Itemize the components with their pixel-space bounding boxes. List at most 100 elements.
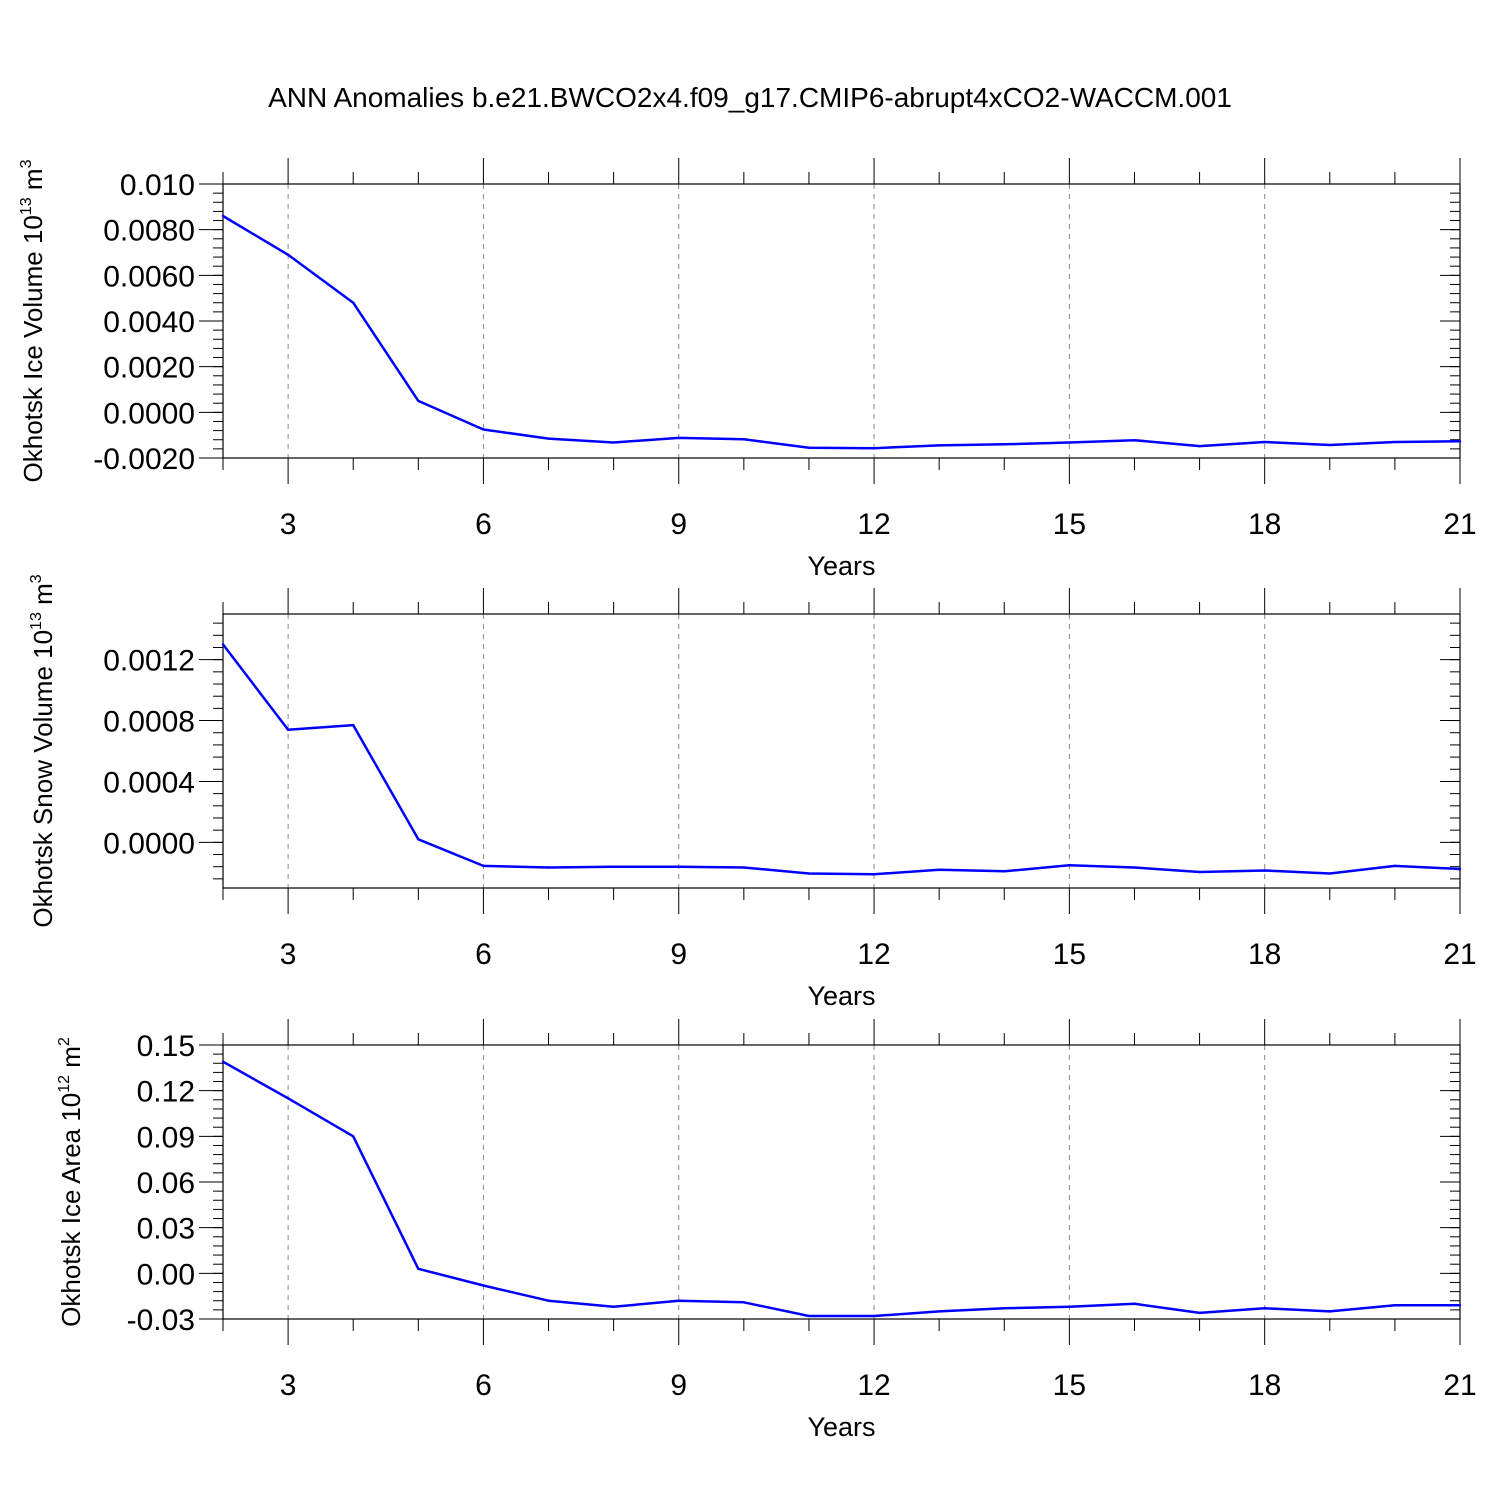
plot-frame xyxy=(222,1044,1461,1320)
y-tick-label: 0.06 xyxy=(137,1167,195,1200)
data-point xyxy=(1393,440,1397,444)
data-point xyxy=(221,643,225,646)
data-point xyxy=(286,728,290,731)
x-tick-label: 21 xyxy=(1443,508,1476,541)
x-tick-label: 3 xyxy=(280,508,297,541)
y-axis-label-text: Okhotsk Snow Volume 10 xyxy=(28,630,58,928)
x-tick-label: 12 xyxy=(857,938,890,971)
x-tick-label: 15 xyxy=(1053,508,1086,541)
x-tick-label: 6 xyxy=(475,508,492,541)
x-tick-label: 12 xyxy=(857,1369,890,1402)
y-tick-label: 0.12 xyxy=(137,1076,195,1109)
x-tick-label: 9 xyxy=(670,508,687,541)
x-tick-label: 15 xyxy=(1053,1369,1086,1402)
x-tick-label: 18 xyxy=(1248,1369,1281,1402)
data-point xyxy=(1328,1310,1331,1313)
data-point xyxy=(677,436,680,440)
data-point xyxy=(1458,1304,1462,1307)
y-axis-label-unit: m xyxy=(56,1046,86,1075)
panel-3: -0.030.000.030.060.090.120.153 6 9 12 15 18 21… xyxy=(56,1019,1477,1442)
data-point xyxy=(417,399,420,403)
data-point xyxy=(482,428,485,431)
y-tick-label: 0.0080 xyxy=(103,215,195,248)
x-tick-label: 3 xyxy=(280,1369,297,1402)
y-tick-label: 0.00 xyxy=(137,1258,195,1291)
data-point xyxy=(937,868,941,871)
y-tick-label: 0.0008 xyxy=(103,706,195,739)
plot-frame xyxy=(222,183,1461,459)
x-tick-label: 21 xyxy=(1443,1369,1476,1402)
data-point xyxy=(612,865,615,868)
data-point xyxy=(1198,1311,1201,1315)
data-point xyxy=(677,1299,680,1302)
panel-2: 0.0000 0.0004 0.0008 0.0012 3 6 9 12 15 18 21 Years… xyxy=(28,574,1477,1011)
data-point xyxy=(742,866,746,869)
data-point xyxy=(677,865,680,868)
data-point xyxy=(1328,872,1331,875)
data-point xyxy=(937,1310,941,1313)
data-point xyxy=(1458,867,1462,871)
data-point xyxy=(1263,440,1266,444)
data-point xyxy=(352,1135,355,1138)
y-tick-label: 0.03 xyxy=(137,1213,195,1246)
data-point xyxy=(807,1314,811,1318)
x-tick-label: 3 xyxy=(280,938,297,971)
x-tick-label: 18 xyxy=(1248,938,1281,971)
data-point xyxy=(612,441,615,444)
y-tick-label: 0.0000 xyxy=(103,397,195,430)
data-point xyxy=(547,1299,550,1302)
data-point xyxy=(417,1267,420,1270)
x-tick-label: 9 xyxy=(670,1369,687,1402)
y-axis-label-unit-exponent: 3 xyxy=(18,159,35,168)
y-tick-label: -0.03 xyxy=(127,1304,195,1337)
data-point xyxy=(1263,1307,1266,1310)
data-point xyxy=(937,444,941,447)
panel-1: -0.0020 0.0000 0.0020 0.0040 0.0060 0.0080 0.0… xyxy=(18,158,1477,581)
data-point xyxy=(1068,441,1071,444)
y-axis-label-exponent: 12 xyxy=(56,1075,73,1093)
x-tick-label: 9 xyxy=(670,938,687,971)
data-point xyxy=(221,214,225,218)
data-point xyxy=(872,446,876,450)
data-point xyxy=(1198,444,1201,448)
y-axis-label-unit: m xyxy=(28,583,58,612)
data-point xyxy=(1263,869,1266,872)
data-point xyxy=(286,1097,290,1100)
data-point xyxy=(417,838,420,841)
y-tick-label: 0.09 xyxy=(137,1121,195,1154)
y-axis-label-unit: m xyxy=(18,168,48,197)
data-point xyxy=(352,723,355,727)
y-tick-label: 0.010 xyxy=(120,169,195,202)
data-point xyxy=(547,866,550,869)
x-axis-label: Years xyxy=(807,1412,875,1442)
y-axis-label-exponent: 13 xyxy=(28,612,45,630)
y-axis-label: Okhotsk Ice Area 1012 m2 xyxy=(56,1037,86,1327)
data-point xyxy=(1068,1305,1071,1309)
y-axis-label-unit-exponent: 3 xyxy=(28,574,45,583)
x-tick-label: 15 xyxy=(1053,938,1086,971)
y-axis-label-text: Okhotsk Ice Area 10 xyxy=(56,1093,86,1327)
x-tick-label: 12 xyxy=(857,508,890,541)
data-point xyxy=(1133,438,1136,442)
y-tick-label: 0.15 xyxy=(137,1030,195,1063)
data-point xyxy=(221,1060,225,1063)
y-axis-label: Okhotsk Snow Volume 1013 m3 xyxy=(28,574,58,927)
data-point xyxy=(1393,1304,1397,1307)
y-tick-label: 0.0004 xyxy=(103,766,195,799)
y-axis-label: Okhotsk Ice Volume 1013 m3 xyxy=(18,159,48,482)
data-point xyxy=(742,438,746,441)
y-axis-label-unit-exponent: 2 xyxy=(56,1037,73,1046)
data-point xyxy=(352,301,355,304)
series-line xyxy=(222,1060,1460,1318)
y-axis-label-exponent: 13 xyxy=(18,197,35,215)
y-tick-label: 0.0040 xyxy=(103,306,195,339)
data-point xyxy=(742,1301,746,1304)
data-point xyxy=(872,1314,876,1318)
y-tick-label: 0.0000 xyxy=(103,827,195,860)
series-line xyxy=(222,643,1461,876)
data-point xyxy=(1198,870,1201,874)
series-line xyxy=(222,214,1461,450)
data-point xyxy=(807,872,811,875)
y-tick-label: 0.0020 xyxy=(103,352,195,385)
